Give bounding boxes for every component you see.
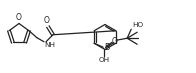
Text: B: B [104, 43, 109, 52]
Text: O: O [44, 16, 50, 25]
Text: NH: NH [44, 42, 55, 48]
Text: O: O [111, 37, 117, 46]
Text: O: O [16, 13, 22, 22]
Text: OH: OH [99, 57, 110, 63]
Text: HO: HO [132, 22, 143, 28]
